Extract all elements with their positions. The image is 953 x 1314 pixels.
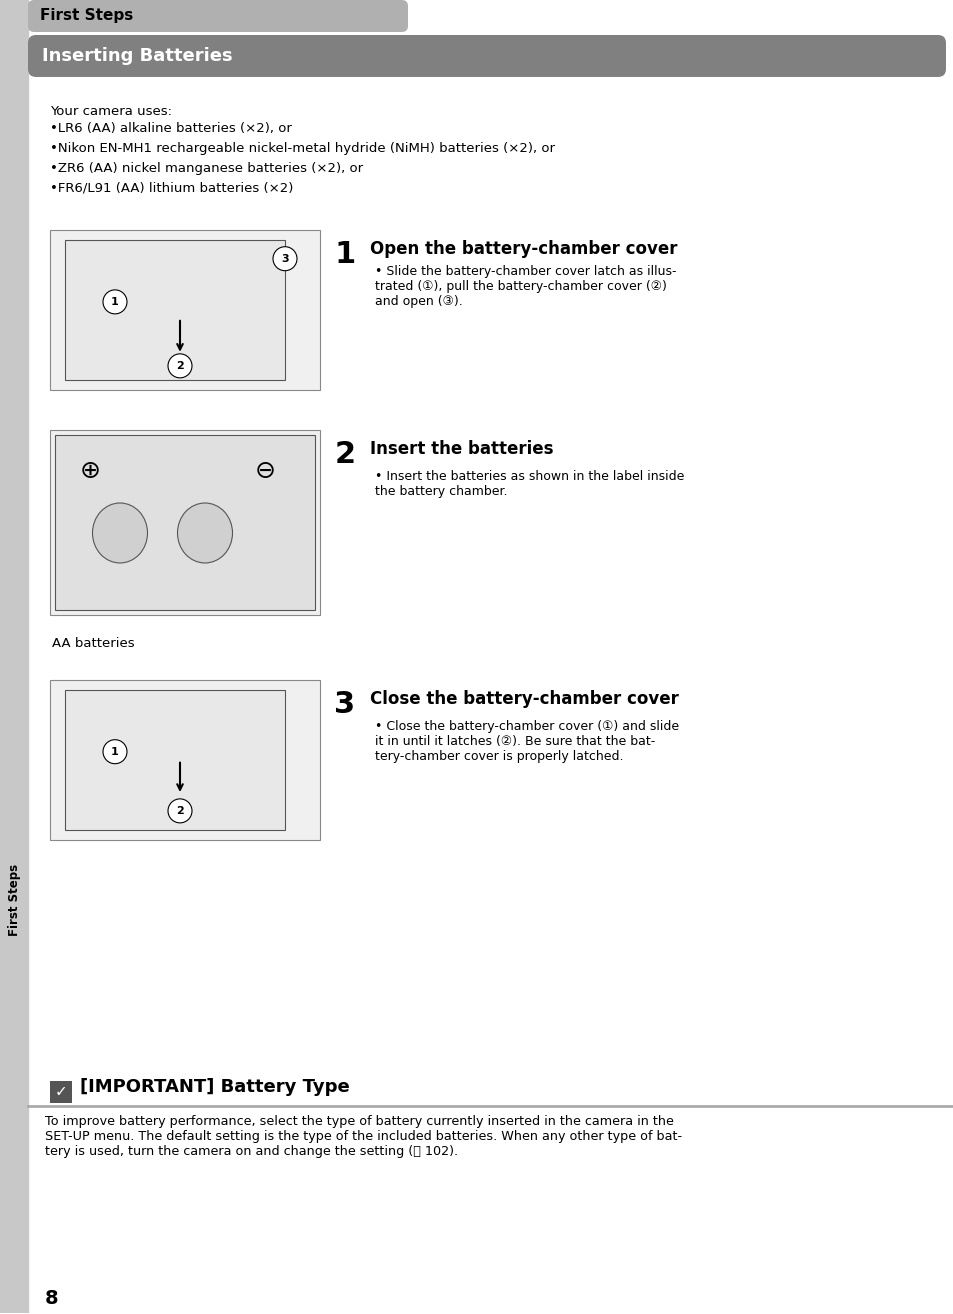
Text: ⊕: ⊕ xyxy=(79,459,100,482)
Bar xyxy=(50,230,319,390)
Ellipse shape xyxy=(177,503,233,562)
Text: AA batteries: AA batteries xyxy=(52,637,134,649)
Text: First Steps: First Steps xyxy=(40,8,133,24)
Ellipse shape xyxy=(92,503,148,562)
Circle shape xyxy=(168,799,192,823)
Text: Close the battery-chamber cover: Close the battery-chamber cover xyxy=(370,690,679,708)
Text: 2: 2 xyxy=(335,440,355,469)
Text: • Slide the battery-chamber cover latch as illus-
trated (①), pull the battery-c: • Slide the battery-chamber cover latch … xyxy=(375,265,676,307)
Circle shape xyxy=(168,353,192,378)
Bar xyxy=(65,690,285,829)
Text: 2: 2 xyxy=(176,805,184,816)
Bar xyxy=(0,0,28,1314)
Circle shape xyxy=(273,247,296,271)
Text: 1: 1 xyxy=(111,746,119,757)
Text: 1: 1 xyxy=(111,297,119,307)
Text: 3: 3 xyxy=(335,690,355,719)
Text: ⊖: ⊖ xyxy=(254,459,275,482)
Circle shape xyxy=(103,740,127,763)
Text: 1: 1 xyxy=(334,240,355,269)
Text: • Insert the batteries as shown in the label inside
the battery chamber.: • Insert the batteries as shown in the l… xyxy=(375,470,683,498)
Text: [IMPORTANT] Battery Type: [IMPORTANT] Battery Type xyxy=(80,1077,350,1096)
Circle shape xyxy=(103,290,127,314)
FancyBboxPatch shape xyxy=(28,35,945,78)
Bar xyxy=(55,435,314,610)
Text: 2: 2 xyxy=(176,361,184,371)
Text: Insert the batteries: Insert the batteries xyxy=(370,440,553,457)
Text: 8: 8 xyxy=(45,1289,58,1309)
Text: Open the battery-chamber cover: Open the battery-chamber cover xyxy=(370,240,677,258)
FancyBboxPatch shape xyxy=(28,0,408,32)
Text: 3: 3 xyxy=(281,254,289,264)
Text: Your camera uses:: Your camera uses: xyxy=(50,105,172,118)
Text: •FR6/L91 (AA) lithium batteries (×2): •FR6/L91 (AA) lithium batteries (×2) xyxy=(50,181,294,194)
Bar xyxy=(65,240,285,380)
Bar xyxy=(50,1080,71,1102)
Bar xyxy=(50,430,319,615)
Text: First Steps: First Steps xyxy=(8,863,20,936)
Text: •Nikon EN-MH1 rechargeable nickel-metal hydride (NiMH) batteries (×2), or: •Nikon EN-MH1 rechargeable nickel-metal … xyxy=(50,142,555,155)
Bar xyxy=(50,679,319,840)
Text: ✓: ✓ xyxy=(54,1084,68,1099)
Text: •ZR6 (AA) nickel manganese batteries (×2), or: •ZR6 (AA) nickel manganese batteries (×2… xyxy=(50,162,363,175)
Text: Inserting Batteries: Inserting Batteries xyxy=(42,47,233,64)
Text: • Close the battery-chamber cover (①) and slide
it in until it latches (②). Be s: • Close the battery-chamber cover (①) an… xyxy=(375,720,679,762)
Text: •LR6 (AA) alkaline batteries (×2), or: •LR6 (AA) alkaline batteries (×2), or xyxy=(50,122,292,135)
Text: To improve battery performance, select the type of battery currently inserted in: To improve battery performance, select t… xyxy=(45,1114,681,1158)
